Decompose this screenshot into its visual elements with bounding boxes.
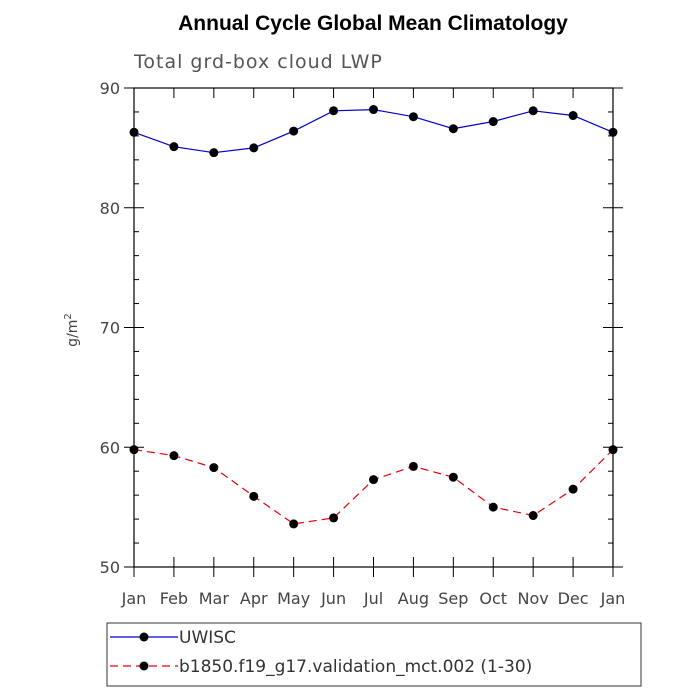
x-tick-labels: Jan Feb Mar Apr May Jun Jul Aug Sep Oct Nov Dec Jan xyxy=(121,589,626,608)
series-1-point xyxy=(249,491,259,501)
series-1-point xyxy=(369,475,378,485)
legend-label-model: b1850.f19_g17.validation_mct.002 (1-30) xyxy=(179,657,532,677)
chart-subtitle: Total grd-box cloud LWP xyxy=(133,51,383,73)
series-0-point xyxy=(528,106,538,116)
series-0-point xyxy=(608,127,618,137)
series-0-point xyxy=(369,105,378,115)
y-tick-label: 70 xyxy=(100,319,120,338)
series-1-point xyxy=(608,445,618,455)
series-1-point xyxy=(448,472,458,482)
series-line-1 xyxy=(133,449,614,525)
legend-marker-model xyxy=(139,661,149,671)
series-0-point xyxy=(169,142,179,152)
x-tick-label: Jul xyxy=(363,589,383,608)
plot-frame xyxy=(133,87,614,568)
y-axis-label: g/m2 xyxy=(63,313,81,347)
x-tick-label: Jan xyxy=(600,589,626,608)
legend: UWISC b1850.f19_g17.validation_mct.002 (… xyxy=(106,622,642,687)
y-tick-labels: 50 60 70 80 90 xyxy=(100,79,120,577)
series-1-point xyxy=(568,484,578,494)
series-0-point xyxy=(408,112,418,122)
x-tick-label: Dec xyxy=(558,589,589,608)
series-layer xyxy=(129,105,618,529)
x-tick-label: May xyxy=(277,589,310,608)
y-tick-label: 50 xyxy=(100,558,120,577)
legend-label-uwisc: UWISC xyxy=(179,628,236,648)
series-line-0 xyxy=(133,108,614,154)
series-1-point xyxy=(209,463,219,473)
series-1-point xyxy=(129,445,139,455)
legend-marker-uwisc xyxy=(139,632,149,642)
x-tick-label: Apr xyxy=(240,589,268,608)
y-tick-label: 80 xyxy=(100,199,120,218)
x-tick-label: Oct xyxy=(479,589,507,608)
series-0-point xyxy=(568,111,578,121)
series-1-point xyxy=(528,511,538,521)
chart-title: Annual Cycle Global Mean Climatology xyxy=(178,12,568,35)
x-tick-label: Nov xyxy=(518,589,549,608)
y-axis-label-exponent: 2 xyxy=(63,313,74,319)
series-1-point xyxy=(488,502,498,512)
axis-ticks xyxy=(124,87,623,577)
x-tick-label: Jun xyxy=(320,589,346,608)
x-tick-label: Aug xyxy=(398,589,429,608)
x-tick-label: Feb xyxy=(160,589,188,608)
legend-box xyxy=(106,622,642,687)
series-0-point xyxy=(129,127,139,137)
x-tick-label: Jan xyxy=(121,589,147,608)
series-1-point xyxy=(169,451,179,461)
series-0-point xyxy=(249,143,259,153)
series-1-point xyxy=(329,513,339,523)
series-1-point xyxy=(289,519,299,529)
series-1-point xyxy=(408,461,418,471)
y-axis-label-unit: g/m xyxy=(65,320,81,347)
series-0-point xyxy=(329,106,339,116)
series-0-point xyxy=(289,126,299,136)
y-tick-label: 60 xyxy=(100,438,120,457)
series-0-point xyxy=(488,117,498,127)
y-tick-label: 90 xyxy=(100,79,120,98)
series-0-point xyxy=(209,148,219,158)
series-0-point xyxy=(448,124,458,134)
x-tick-label: Sep xyxy=(438,589,468,608)
x-tick-label: Mar xyxy=(199,589,230,608)
